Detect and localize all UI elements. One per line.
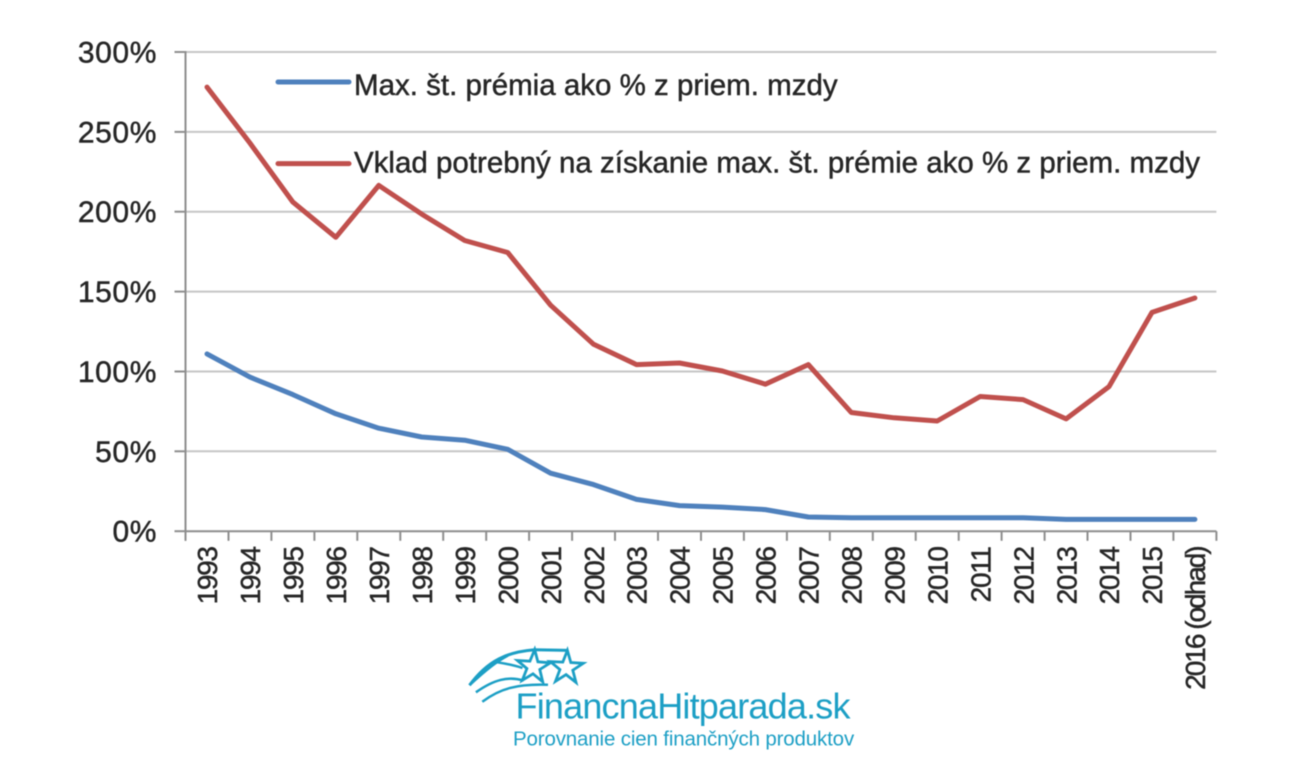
svg-text:1994: 1994 <box>235 547 266 605</box>
svg-text:300%: 300% <box>78 37 157 70</box>
svg-text:1997: 1997 <box>364 547 395 605</box>
svg-text:2010: 2010 <box>922 547 953 605</box>
svg-text:2006: 2006 <box>751 547 782 605</box>
svg-text:100%: 100% <box>78 356 157 389</box>
svg-text:2008: 2008 <box>837 547 868 605</box>
svg-text:0%: 0% <box>112 516 157 549</box>
svg-text:2012: 2012 <box>1008 547 1039 605</box>
svg-text:2009: 2009 <box>879 547 910 605</box>
svg-text:250%: 250% <box>78 116 157 149</box>
svg-text:2016 (odhad): 2016 (odhad) <box>1180 547 1211 690</box>
svg-text:2001: 2001 <box>536 547 567 605</box>
svg-text:50%: 50% <box>95 436 157 469</box>
svg-text:2004: 2004 <box>665 547 696 605</box>
svg-text:2014: 2014 <box>1094 547 1125 605</box>
svg-text:2000: 2000 <box>493 547 524 605</box>
svg-text:Porovnanie cien finančných pro: Porovnanie cien finančných produktov <box>513 728 855 751</box>
svg-text:1993: 1993 <box>192 547 223 605</box>
svg-text:FinancnaHitparada.sk: FinancnaHitparada.sk <box>516 685 852 726</box>
svg-text:1995: 1995 <box>278 547 309 605</box>
svg-text:2011: 2011 <box>965 547 996 603</box>
svg-text:200%: 200% <box>78 196 157 229</box>
svg-text:2013: 2013 <box>1051 547 1082 605</box>
svg-text:Vklad potrebný na získanie max: Vklad potrebný na získanie max. št. prém… <box>354 147 1200 180</box>
svg-text:1998: 1998 <box>407 547 438 605</box>
svg-text:1996: 1996 <box>321 547 352 605</box>
svg-text:150%: 150% <box>78 276 157 309</box>
svg-text:2002: 2002 <box>579 547 610 605</box>
svg-text:2007: 2007 <box>794 547 825 605</box>
svg-text:2015: 2015 <box>1137 547 1168 605</box>
svg-text:2005: 2005 <box>708 547 739 605</box>
svg-text:1999: 1999 <box>450 547 481 605</box>
svg-text:Max. št. prémia ako % z priem.: Max. št. prémia ako % z priem. mzdy <box>354 69 838 102</box>
svg-text:2003: 2003 <box>622 547 653 605</box>
